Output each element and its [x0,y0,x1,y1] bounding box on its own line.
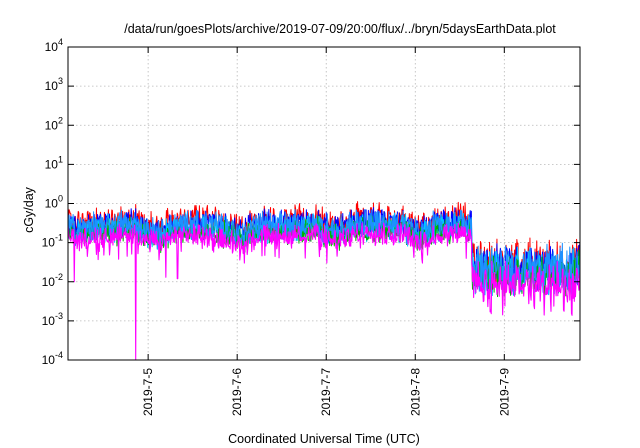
x-axis: 2019-7-5 2019-7-6 2019-7-7 2019-7-8 2019-7-9 [141,47,511,416]
y-axis: 10-4 10-3 10-2 10-1 100 101 102 103 104 [42,37,580,367]
y-tick-label: 10-4 [42,350,63,367]
y-tick-label: 10-3 [42,311,63,328]
x-tick-label: 2019-7-8 [408,368,422,416]
y-axis-label: cGy/day [22,186,36,233]
y-tick-label: 10-2 [42,272,63,289]
series-line [68,222,580,360]
x-tick-label: 2019-7-7 [319,368,333,416]
x-tick-label: 2019-7-6 [230,368,244,416]
series-layer [68,201,580,360]
chart-title: /data/run/goesPlots/archive/2019-07-09/2… [124,22,556,36]
y-tick-label: 101 [45,154,63,171]
y-tick-label: 100 [45,194,63,211]
x-tick-label: 2019-7-5 [141,368,155,416]
y-tick-label: 102 [45,115,63,132]
y-tick-label: 10-1 [42,233,63,250]
x-axis-label: Coordinated Universal Time (UTC) [228,432,420,446]
y-tick-label: 103 [45,76,63,93]
grid-layer [68,47,580,360]
y-tick-label: 104 [45,37,63,54]
x-tick-label: 2019-7-9 [497,368,511,416]
